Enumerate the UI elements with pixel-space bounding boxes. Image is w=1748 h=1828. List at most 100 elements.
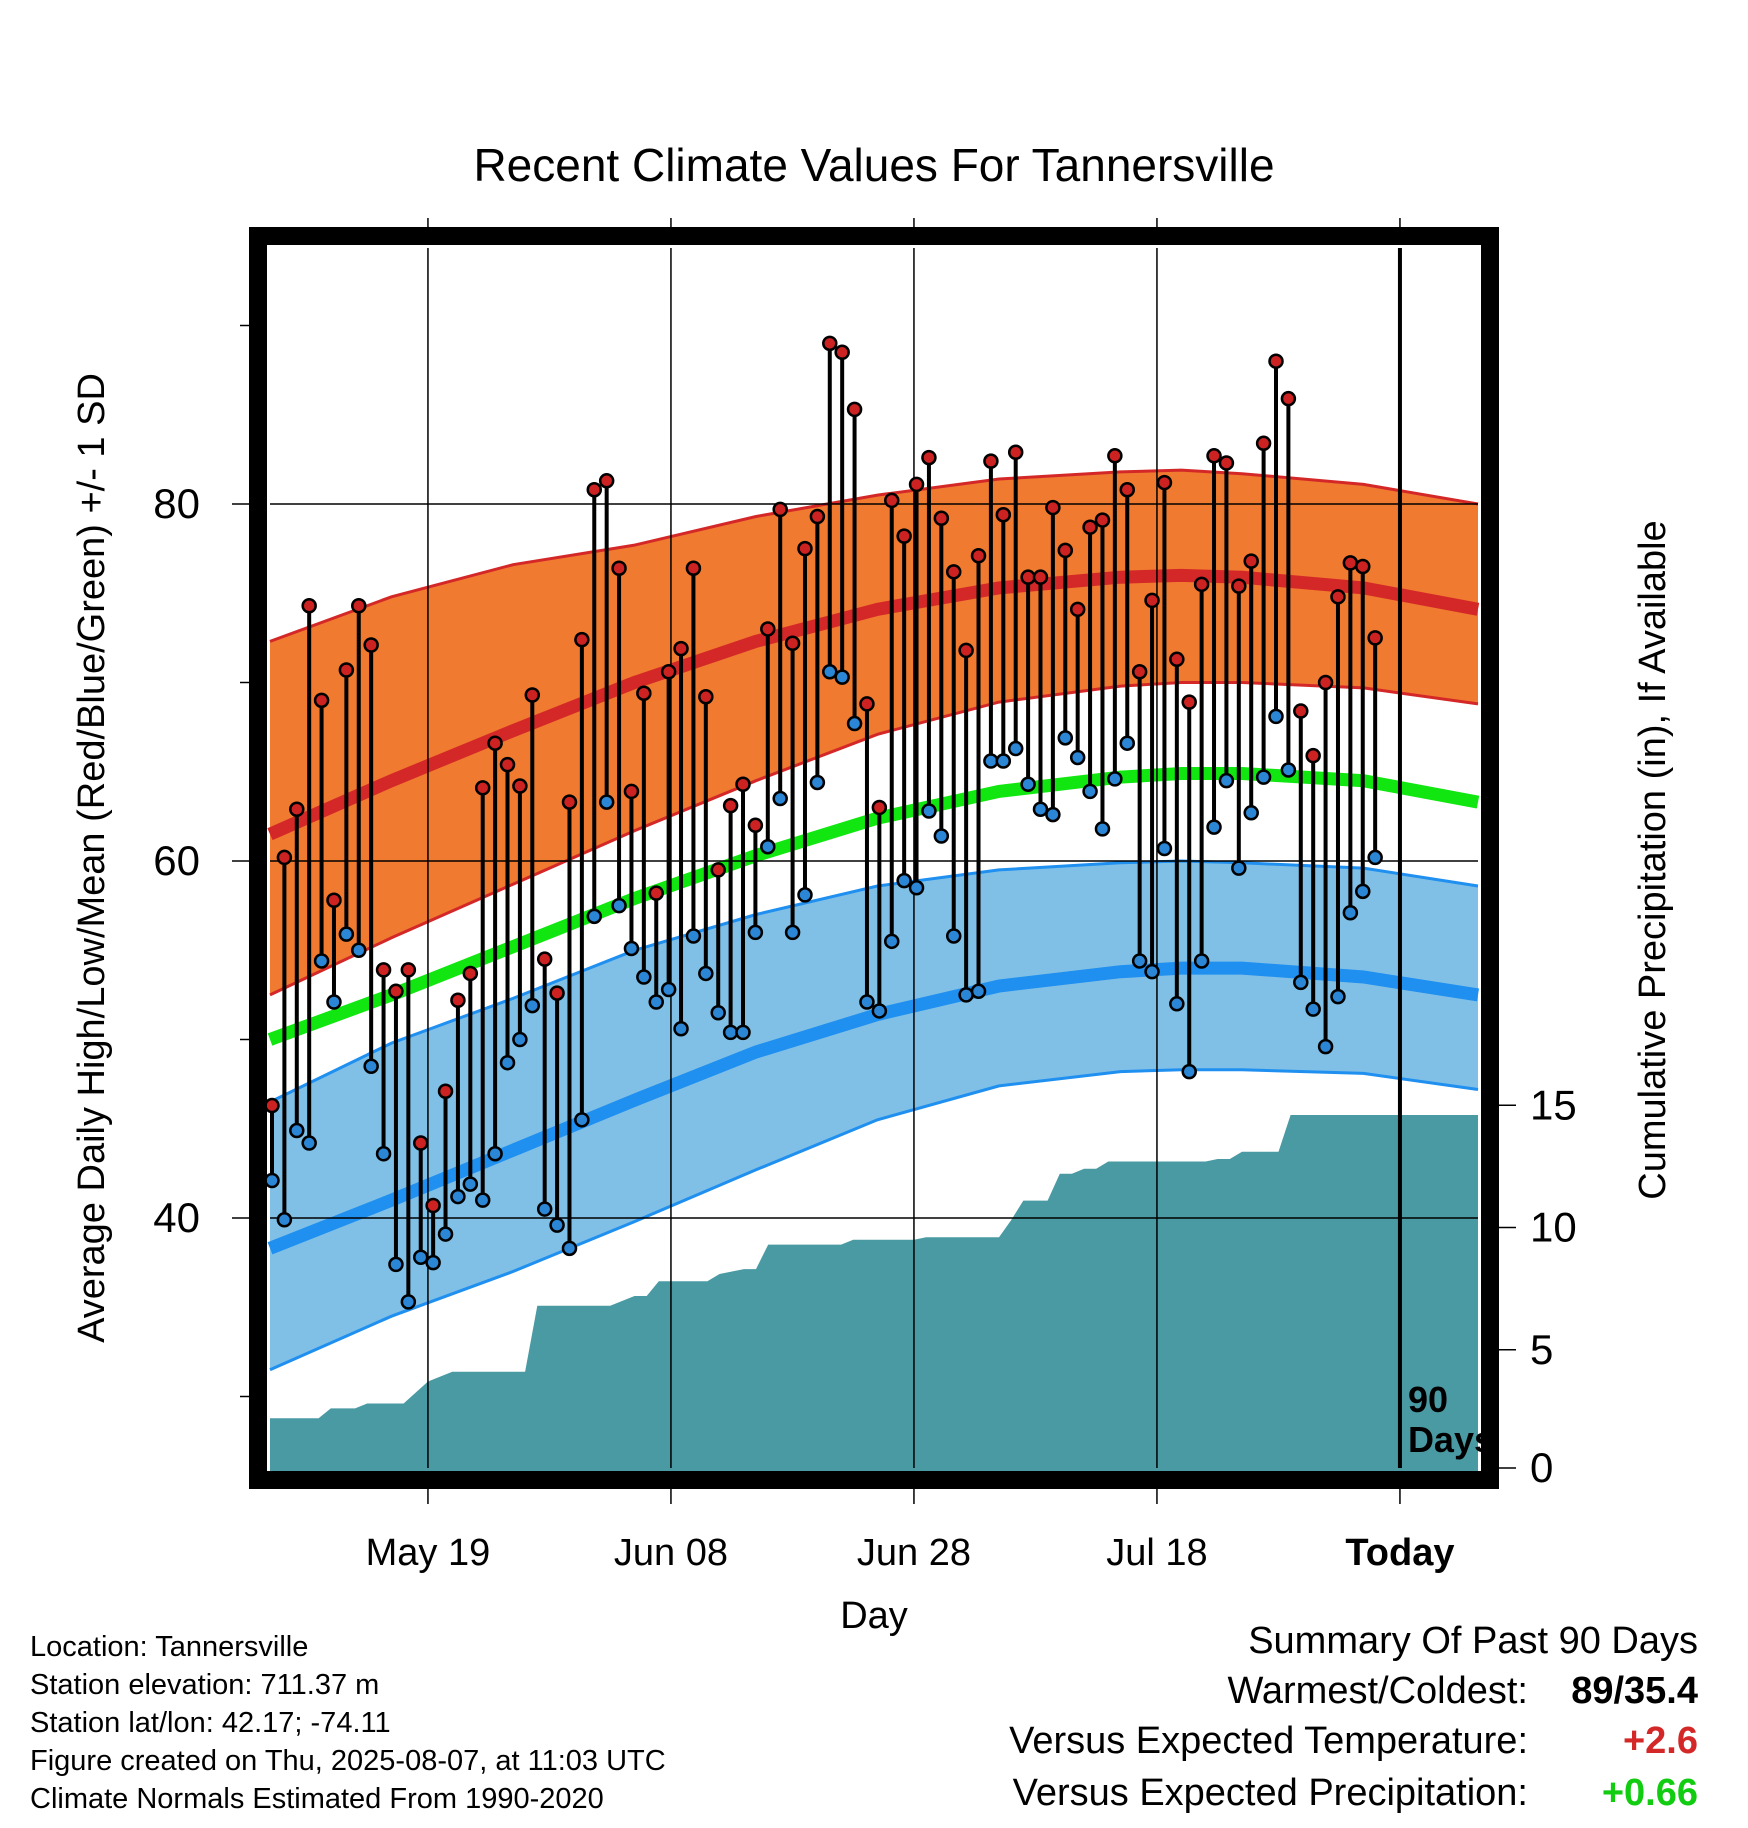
- obs-high-point: [363, 637, 379, 653]
- obs-low-point: [722, 1024, 739, 1041]
- obs-high-point: [983, 453, 999, 469]
- obs-high-point: [1218, 455, 1235, 471]
- obs-high-point: [536, 951, 553, 967]
- obs-high-point: [1119, 481, 1136, 498]
- obs-low-point: [450, 1188, 466, 1205]
- summary-temp-label: Versus Expected Temperature:: [1009, 1720, 1528, 1762]
- obs-low-point: [313, 953, 330, 969]
- obs-high-point: [884, 492, 900, 509]
- obs-low-point: [995, 753, 1012, 769]
- summary-temp-value: +2.6: [1622, 1720, 1698, 1762]
- obs-low-point: [289, 1122, 305, 1139]
- obs-high-point: [710, 862, 726, 878]
- obs-high-point: [276, 849, 293, 866]
- obs-low-point: [710, 1004, 726, 1021]
- obs-low-point: [809, 774, 826, 791]
- x-tick-label: Jul 18: [1106, 1532, 1207, 1574]
- obs-low-point: [1317, 1038, 1334, 1055]
- obs-high-point: [908, 476, 925, 493]
- obs-low-point: [871, 1003, 888, 1019]
- obs-high-point: [921, 449, 937, 466]
- obs-high-point: [1355, 558, 1371, 575]
- obs-high-point: [660, 664, 677, 680]
- obs-low-point: [1255, 769, 1272, 785]
- obs-low-point: [735, 1024, 751, 1041]
- info-created: Figure created on Thu, 2025-08-07, at 11…: [30, 1745, 666, 1777]
- normal-low-lower-edge: [269, 1068, 1479, 1372]
- obs-low-point: [673, 1021, 689, 1037]
- window-label: Days: [1408, 1419, 1494, 1460]
- obs-low-point: [561, 1240, 578, 1257]
- obs-high-point: [648, 885, 664, 901]
- obs-high-point: [1305, 747, 1321, 764]
- obs-high-point: [462, 965, 479, 982]
- obs-high-point: [1342, 555, 1359, 571]
- obs-high-point: [326, 892, 342, 909]
- obs-low-point: [834, 669, 850, 685]
- obs-high-point: [1181, 694, 1197, 710]
- obs-high-point: [524, 687, 541, 703]
- obs-low-point: [1342, 905, 1359, 921]
- obs-low-point: [623, 940, 640, 957]
- obs-low-point: [512, 1031, 528, 1048]
- obs-low-point: [896, 872, 912, 889]
- obs-low-point: [933, 828, 950, 844]
- obs-high-point: [1082, 519, 1098, 535]
- obs-low-point: [884, 933, 900, 950]
- obs-high-point: [747, 817, 764, 834]
- obs-high-point: [412, 1135, 429, 1151]
- obs-low-point: [1119, 735, 1136, 751]
- obs-low-point: [338, 926, 355, 942]
- x-tick-label: May 19: [366, 1532, 491, 1574]
- obs-high-point: [1094, 512, 1111, 528]
- obs-low-point: [908, 880, 925, 896]
- obs-low-point: [499, 1054, 516, 1071]
- obs-high-point: [264, 1097, 280, 1114]
- obs-low-point: [958, 987, 974, 1003]
- obs-low-point: [797, 887, 813, 903]
- obs-low-point: [363, 1058, 379, 1075]
- obs-low-point: [1045, 806, 1061, 823]
- obs-high-point: [958, 642, 974, 659]
- obs-low-point: [574, 1112, 590, 1128]
- obs-high-point: [1317, 674, 1334, 691]
- obs-low-point: [784, 924, 801, 941]
- obs-low-point: [425, 1254, 441, 1271]
- x-tick-label: Jun 08: [614, 1532, 728, 1574]
- obs-high-point: [859, 696, 875, 712]
- obs-high-point: [1330, 589, 1346, 605]
- obs-high-point: [474, 780, 491, 796]
- obs-high-point: [760, 621, 776, 637]
- obs-high-point: [1045, 499, 1061, 516]
- obs-high-point: [549, 985, 565, 1001]
- obs-high-point: [425, 1197, 441, 1214]
- obs-low-point: [1330, 988, 1346, 1005]
- info-elevation: Station elevation: 711.37 m: [30, 1669, 380, 1701]
- y2-axis-title: Cumulative Precipitation (in), If Availa…: [1632, 520, 1674, 1199]
- obs-high-point: [289, 801, 305, 817]
- obs-high-point: [896, 528, 912, 544]
- obs-high-point: [1255, 435, 1272, 452]
- obs-low-point: [1032, 801, 1049, 817]
- obs-low-point: [611, 897, 627, 914]
- obs-low-point: [1367, 849, 1383, 866]
- obs-low-point: [1020, 776, 1036, 792]
- obs-low-point: [660, 981, 677, 998]
- obs-high-point: [1131, 664, 1148, 680]
- obs-high-point: [797, 540, 813, 557]
- summary-precip-label: Versus Expected Precipitation:: [1012, 1772, 1528, 1814]
- obs-high-point: [1107, 448, 1123, 464]
- y2-tick-label: 15: [1530, 1081, 1577, 1128]
- obs-high-point: [561, 794, 578, 810]
- obs-high-point: [846, 401, 863, 418]
- x-tick-label: Jun 28: [857, 1532, 971, 1574]
- obs-high-point: [338, 662, 355, 678]
- info-location: Location: Tannersville: [30, 1631, 309, 1663]
- obs-low-point: [648, 994, 664, 1010]
- precip-area: [270, 1115, 1478, 1472]
- obs-low-point: [772, 790, 788, 807]
- obs-high-point: [1268, 353, 1284, 369]
- obs-low-point: [301, 1135, 317, 1151]
- obs-high-point: [1169, 651, 1185, 668]
